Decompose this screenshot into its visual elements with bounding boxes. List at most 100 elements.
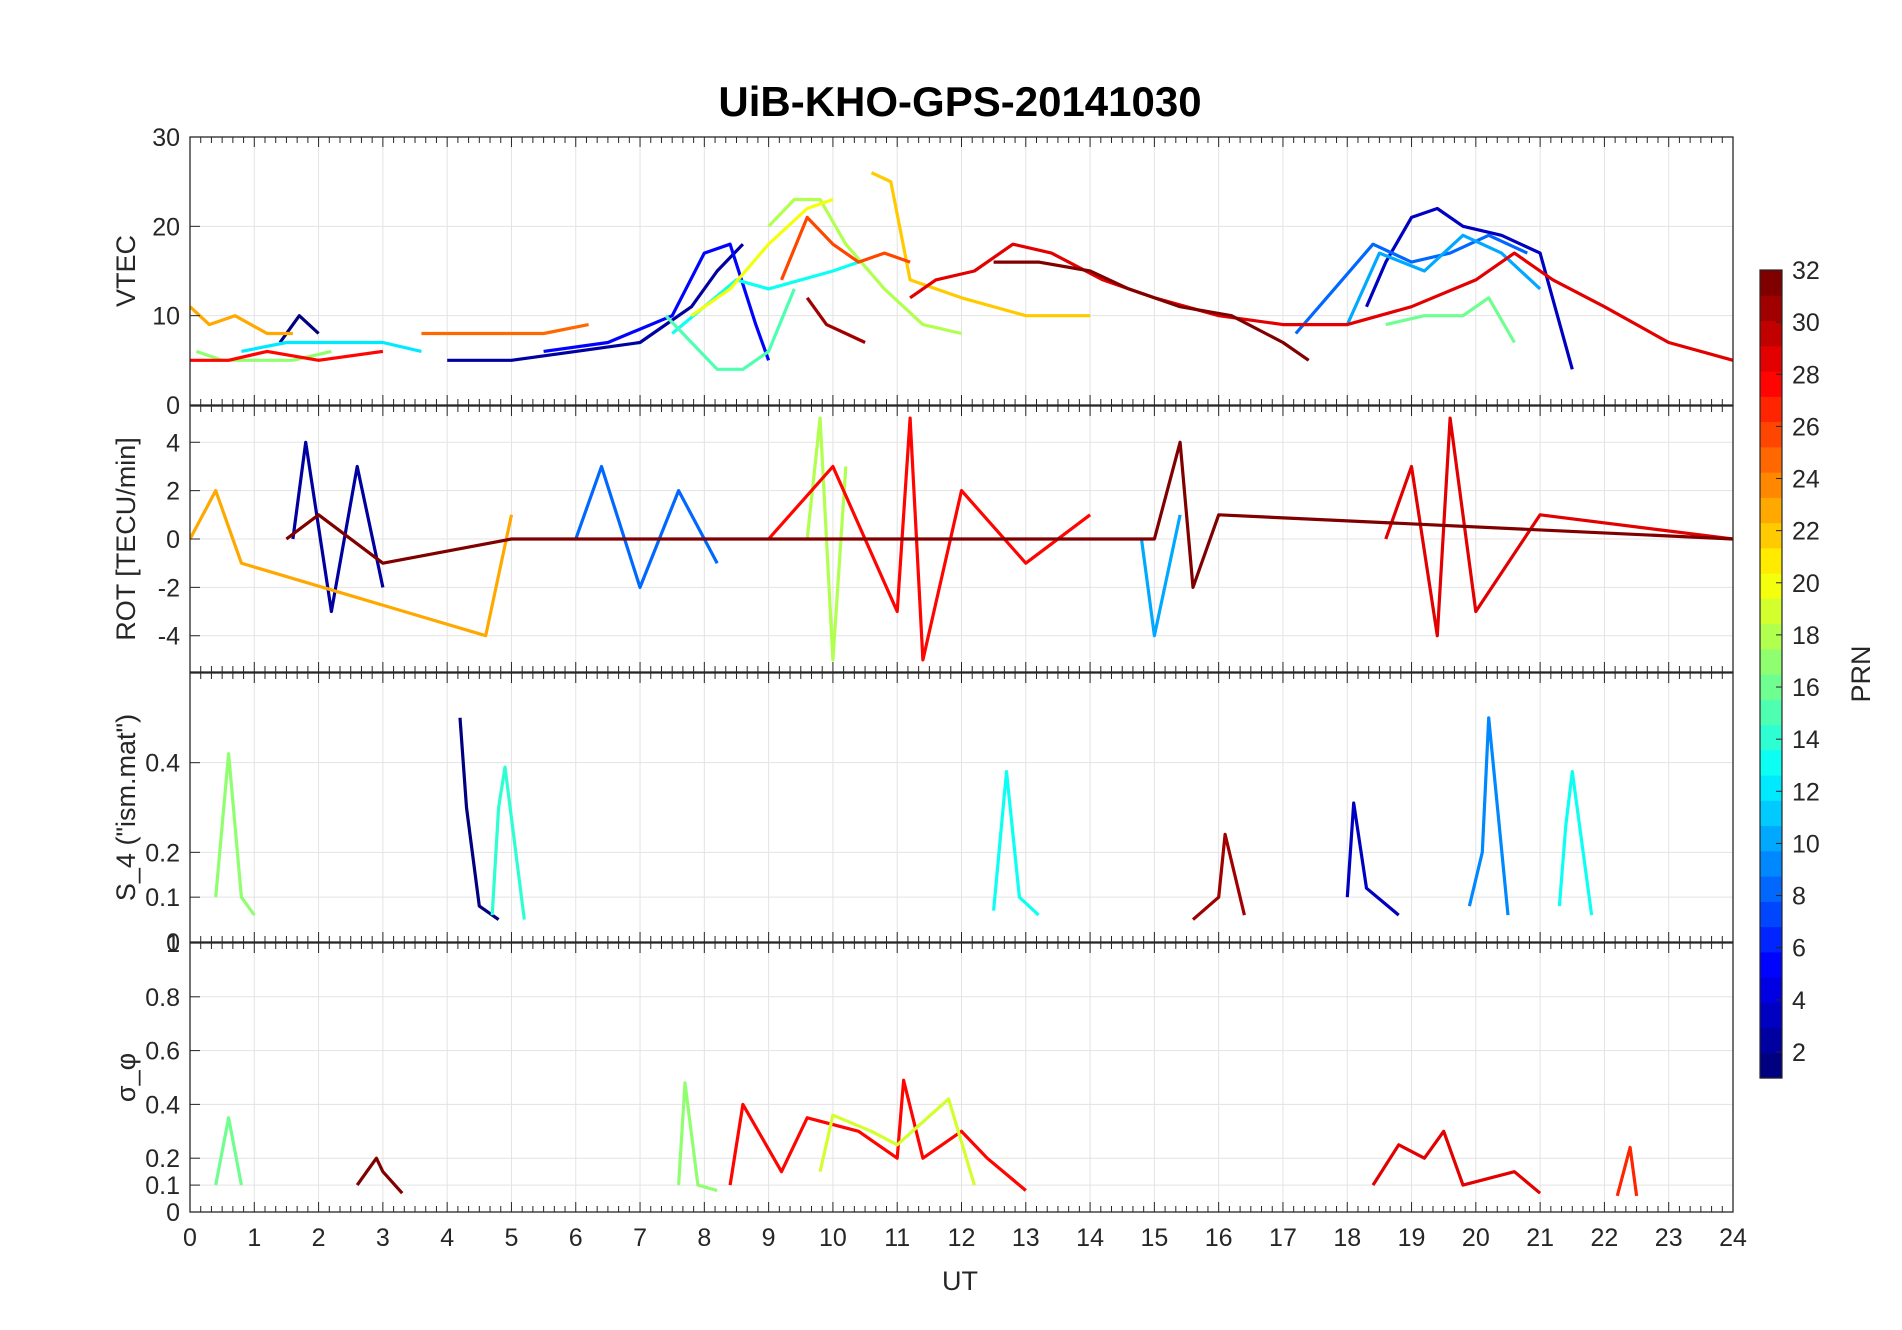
series-group <box>190 416 1733 662</box>
colorbar-segment <box>1760 775 1782 801</box>
series-line-prn-17 <box>677 1081 718 1193</box>
colorbar-segment <box>1760 421 1782 448</box>
y-tick-label: 30 <box>152 124 180 152</box>
colorbar-segment <box>1760 522 1782 549</box>
x-tick-label: 8 <box>697 1224 711 1252</box>
y-tick-label: 0.6 <box>145 1038 180 1066</box>
colorbar-segment <box>1760 977 1782 1003</box>
y-tick-label: 0.2 <box>145 839 180 867</box>
colorbar-segment <box>1760 547 1782 574</box>
colorbar-segment <box>1760 850 1782 877</box>
y-tick-label: 10 <box>152 303 180 331</box>
colorbar-label: PRN <box>1846 645 1876 702</box>
y-tick-label: 20 <box>152 213 180 241</box>
colorbar-tick-label: 6 <box>1792 935 1806 963</box>
y-tick-label: -4 <box>158 623 180 651</box>
x-tick-label: 19 <box>1398 1224 1426 1252</box>
colorbar-frame <box>1759 269 1783 1079</box>
colorbar-segment <box>1760 345 1782 372</box>
series-line-prn-27 <box>1615 1145 1639 1197</box>
series-line-prn-8 <box>574 464 719 590</box>
x-tick-label: 0 <box>183 1224 197 1252</box>
colorbar-segment <box>1760 825 1782 852</box>
series-line-prn-1 <box>458 717 500 921</box>
colorbar-tick-label: 18 <box>1792 622 1820 650</box>
colorbar-tick-label: 2 <box>1792 1039 1806 1067</box>
x-tick-label: 6 <box>569 1224 583 1252</box>
series-line-prn-9 <box>1467 716 1510 916</box>
series-line-prn-15 <box>664 288 796 371</box>
colorbar-segment <box>1760 623 1782 650</box>
series-line-prn-20 <box>690 197 834 318</box>
x-tick-label: 1 <box>247 1224 261 1252</box>
colorbar-segment <box>1760 800 1782 827</box>
series-line-prn-31 <box>1191 832 1246 921</box>
colorbar-segment <box>1760 1052 1782 1079</box>
y-axis-label: ROT [TECU/min] <box>111 437 141 641</box>
colorbar-tick-label: 12 <box>1792 778 1820 806</box>
y-tick-label: 0.4 <box>145 750 180 778</box>
x-tick-label: 4 <box>440 1224 454 1252</box>
x-tick-label: 12 <box>948 1224 976 1252</box>
series-line-prn-26 <box>780 215 911 281</box>
colorbar-segment <box>1760 926 1782 953</box>
colorbar-segment <box>1760 396 1782 423</box>
y-tick-label: 0.1 <box>145 884 180 912</box>
series-line-prn-13 <box>671 260 860 335</box>
series-line-prn-10 <box>1345 233 1542 326</box>
x-tick-label: 11 <box>884 1224 910 1252</box>
series-group <box>214 716 1594 921</box>
colorbar-tick-label: 4 <box>1792 987 1806 1015</box>
x-tick-label: 14 <box>1076 1224 1104 1252</box>
x-tick-label: 15 <box>1140 1224 1168 1252</box>
y-tick-label: 0 <box>166 1199 180 1227</box>
colorbar-segment <box>1760 270 1782 296</box>
y-tick-label: 0 <box>166 526 180 554</box>
colorbar-tick-label: 30 <box>1792 309 1820 337</box>
y-tick-label: 0.1 <box>145 1172 180 1200</box>
colorbar-segment <box>1760 1027 1782 1054</box>
colorbar-segment <box>1760 371 1782 397</box>
colorbar-tick-label: 26 <box>1792 413 1820 441</box>
colorbar-segment <box>1760 320 1782 347</box>
series-line-prn-18 <box>767 197 962 336</box>
y-tick-label: 1 <box>166 930 180 958</box>
y-tick-label: 0.2 <box>145 1145 180 1173</box>
y-tick-label: -2 <box>158 574 180 602</box>
series-line-prn-13 <box>992 769 1040 917</box>
series-line-prn-3 <box>1345 801 1400 917</box>
colorbar-segment <box>1760 724 1782 751</box>
y-tick-label: 0 <box>166 929 180 957</box>
x-tick-label: 16 <box>1205 1224 1233 1252</box>
rot-panel: -4 -2 0 2 4 ROT [TECU/min] <box>111 405 1734 673</box>
x-tick-label: 23 <box>1655 1224 1683 1252</box>
colorbar-segment <box>1760 497 1782 524</box>
colorbar-segment <box>1760 674 1782 700</box>
figure-title: UiB-KHO-GPS-20141030 <box>718 78 1201 125</box>
x-tick-label: 20 <box>1462 1224 1490 1252</box>
y-tick-label: 0.4 <box>145 1091 180 1119</box>
vtec-panel: 0 10 20 30 VTEC <box>111 124 1734 420</box>
series-line-prn-10 <box>1139 514 1182 638</box>
series-line-prn-32 <box>355 1156 404 1195</box>
x-tick-label: 17 <box>1269 1224 1297 1252</box>
colorbar-tick-label: 16 <box>1792 674 1820 702</box>
series-line-prn-28 <box>728 1078 1027 1192</box>
x-tick-label: 24 <box>1719 1224 1747 1252</box>
colorbar-segment <box>1760 1002 1782 1029</box>
colorbar-segment <box>1760 472 1782 498</box>
series-line-prn-8 <box>1294 233 1528 335</box>
colorbar-tick-label: 32 <box>1792 257 1820 285</box>
series-line-prn-29 <box>1371 1129 1542 1195</box>
y-tick-label: 0 <box>166 392 180 420</box>
x-axis-label: UT <box>942 1266 978 1296</box>
x-tick-label: 9 <box>762 1224 776 1252</box>
series-line-prn-32 <box>993 260 1310 362</box>
series-line-prn-2 <box>291 440 385 614</box>
y-axis-label: S_4 ("ism.mat") <box>111 714 141 901</box>
series-line-prn-2 <box>447 243 745 362</box>
colorbar-tick-label: 10 <box>1792 830 1820 858</box>
colorbar-segment <box>1760 573 1782 599</box>
